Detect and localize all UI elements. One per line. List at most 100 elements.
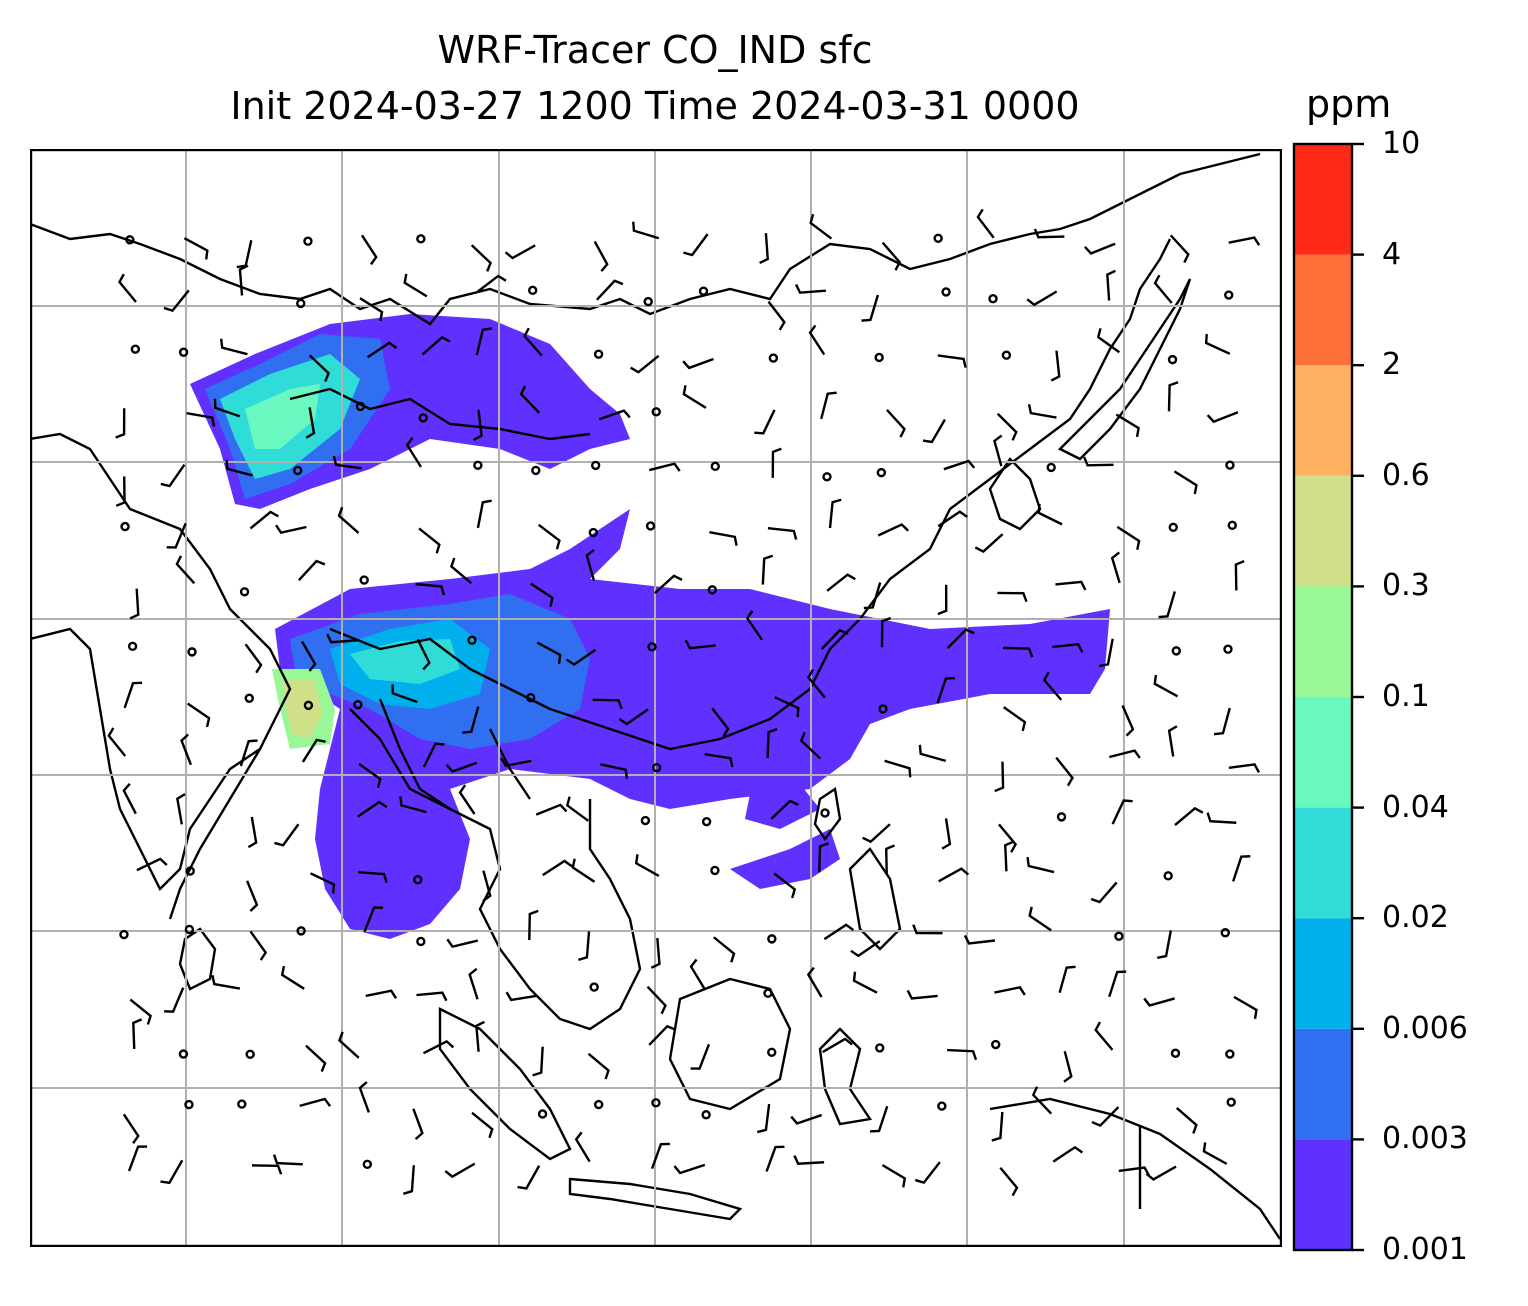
calm-wind-circle	[184, 1099, 194, 1110]
calm-wind-circle	[590, 460, 601, 471]
wind-barb	[472, 409, 483, 441]
wind-barb	[1145, 1165, 1177, 1181]
wind-barb	[132, 1018, 143, 1049]
wind-barb	[974, 533, 1004, 553]
wind-barb	[574, 1131, 591, 1163]
calm-wind-circle	[416, 936, 426, 947]
borneo	[668, 977, 792, 1111]
calm-wind-circle	[1170, 1048, 1181, 1058]
indochina-coast	[349, 708, 642, 1031]
wind-barb	[577, 931, 591, 962]
calm-wind-circle	[1163, 871, 1173, 881]
calm-wind-circle	[416, 234, 426, 244]
wind-barb	[542, 859, 573, 877]
wind-barb	[1234, 559, 1245, 591]
wind-barb	[587, 1052, 610, 1080]
wind-barb	[1143, 997, 1175, 1007]
calm-wind-circle	[127, 641, 138, 652]
wind-barb	[818, 842, 829, 873]
calm-wind-circle	[355, 401, 366, 412]
japan	[1057, 278, 1192, 461]
wind-barb	[790, 1113, 823, 1125]
wind-barb	[793, 1155, 825, 1165]
wind-barb	[1058, 965, 1076, 994]
wind-barb	[308, 354, 331, 383]
wind-barb	[1175, 1107, 1198, 1134]
wind-barb	[650, 1142, 670, 1170]
wind-barb	[129, 588, 140, 620]
wind-barb	[418, 527, 441, 554]
calm-wind-circle	[647, 642, 657, 652]
wind-barb	[163, 289, 190, 313]
calm-wind-circle	[710, 865, 720, 876]
wind-barb	[358, 762, 382, 789]
wind-barb	[1204, 333, 1231, 355]
wind-barb	[1055, 756, 1074, 787]
tracer-band-central-hi2	[350, 639, 460, 684]
wind-barb	[115, 408, 126, 439]
wind-barb	[236, 239, 253, 269]
wind-barb	[299, 1097, 332, 1108]
colorbar-band	[1294, 1139, 1352, 1250]
wind-barb	[1110, 551, 1121, 584]
wind-barb	[713, 936, 736, 963]
colorbar-tick-label: 0.6	[1382, 457, 1430, 493]
calm-wind-circle	[643, 296, 653, 307]
wind-barb	[650, 937, 661, 969]
wind-barb	[476, 274, 507, 293]
wind-barb	[991, 1111, 1004, 1142]
wind-barb	[823, 923, 855, 941]
wind-barb	[1115, 413, 1140, 438]
china-coast	[549, 238, 1172, 751]
calm-wind-circle	[413, 875, 423, 885]
wind-barb	[630, 354, 660, 374]
wind-barb	[475, 1020, 485, 1052]
calm-wind-circle	[878, 704, 888, 714]
wind-barb	[1033, 228, 1065, 239]
wind-barb	[365, 989, 398, 999]
wind-barb	[994, 986, 1026, 996]
calm-wind-circle	[1226, 1097, 1236, 1107]
wind-barb	[861, 294, 880, 322]
wind-barb	[1153, 674, 1179, 698]
colorbar-unit: ppm	[1306, 82, 1392, 126]
colorbar-band	[1294, 254, 1352, 366]
wind-barb	[183, 237, 209, 260]
wind-barb	[1050, 350, 1061, 382]
wind-barb	[416, 638, 431, 671]
coastline-west	[30, 432, 292, 920]
wind-barb	[756, 1103, 771, 1134]
wind-barb	[1232, 855, 1251, 882]
wind-barb	[1169, 234, 1190, 264]
calm-wind-circle	[876, 467, 887, 478]
wind-barbs	[107, 208, 1261, 1197]
wind-barb	[272, 1154, 303, 1166]
wind-barb	[500, 757, 532, 768]
wind-barb	[305, 407, 316, 439]
calm-wind-circle	[1046, 462, 1056, 473]
wind-barb	[759, 233, 770, 264]
calm-wind-circle	[651, 1098, 661, 1108]
calm-wind-circle	[187, 647, 197, 657]
wind-barb	[530, 582, 554, 607]
wind-barb	[1026, 290, 1058, 307]
calm-wind-circle	[239, 587, 250, 597]
wind-barb	[122, 783, 137, 815]
calm-wind-circle	[1224, 290, 1234, 300]
wind-barb	[305, 1044, 327, 1073]
calm-wind-circle	[1225, 460, 1235, 470]
map-frame	[30, 149, 1282, 1247]
calm-wind-circle	[303, 236, 313, 246]
wind-barb	[1228, 236, 1261, 246]
wind-barb	[504, 244, 536, 260]
wind-barb	[745, 610, 763, 641]
calm-wind-circle	[531, 465, 541, 476]
wind-barb	[297, 559, 326, 581]
colorbar-tick-label: 0.001	[1382, 1232, 1468, 1267]
colorbar-band	[1294, 586, 1352, 697]
wind-barb	[1037, 503, 1063, 526]
calm-wind-circle	[701, 816, 712, 827]
wind-barb	[593, 240, 609, 272]
wind-barb	[1063, 1050, 1073, 1083]
wind-barb	[1111, 799, 1133, 825]
